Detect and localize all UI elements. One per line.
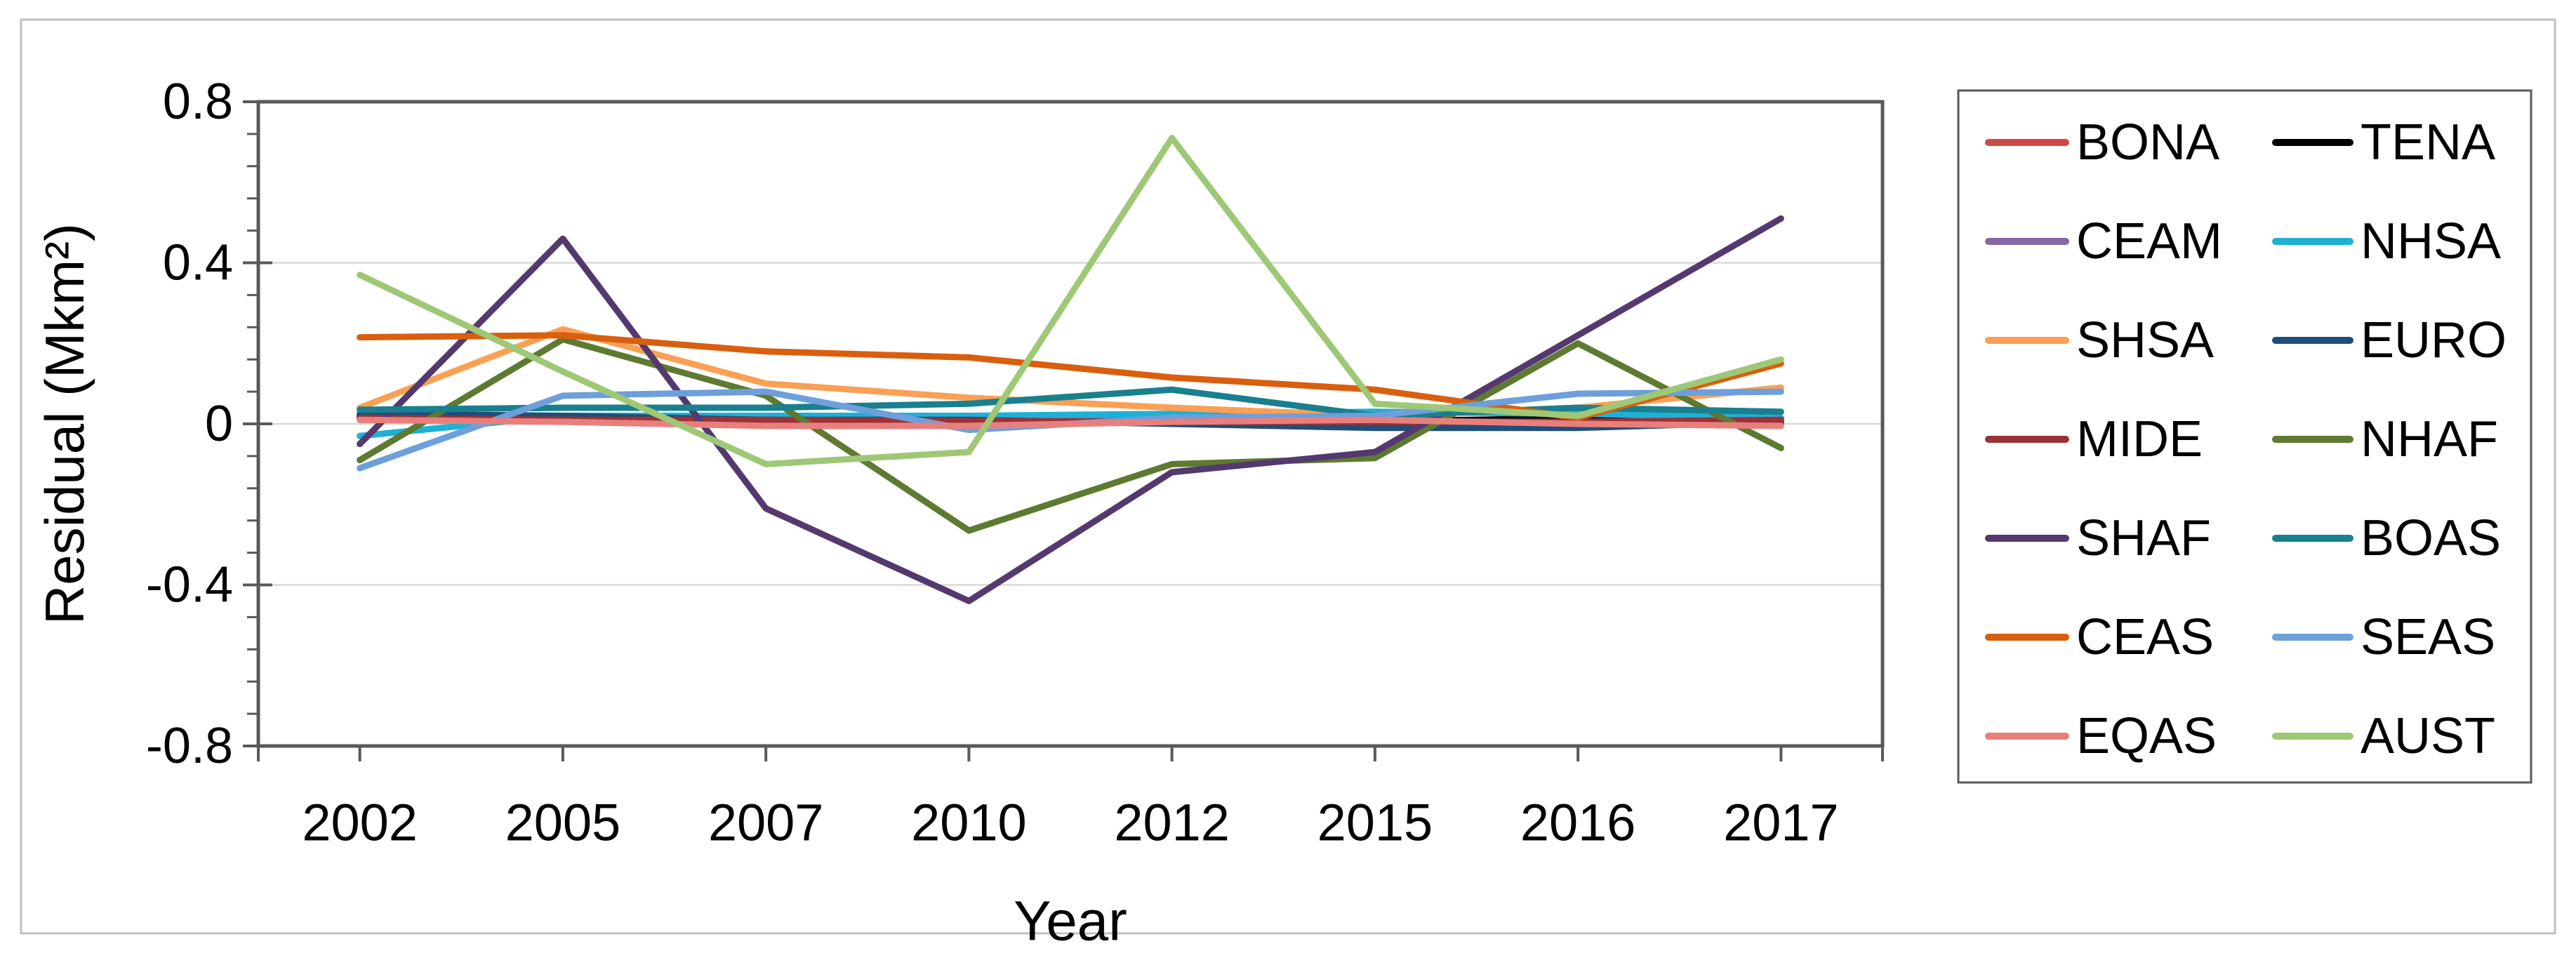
x-tick-label: 2017	[1723, 794, 1839, 852]
legend-label-bona: BONA	[2076, 114, 2219, 171]
legend-label-tena: TENA	[2361, 114, 2495, 171]
x-tick-label: 2002	[302, 794, 418, 852]
legend-label-eqas: EQAS	[2076, 708, 2217, 764]
y-tick-label: -0.4	[146, 557, 233, 613]
legend-label-nhaf: NHAF	[2361, 411, 2498, 467]
y-tick-label: -0.8	[146, 718, 233, 774]
legend-label-boas: BOAS	[2361, 510, 2501, 566]
x-tick-label: 2005	[505, 794, 621, 852]
y-axis-title: Residual (Mkm²)	[34, 223, 95, 625]
legend-label-shsa: SHSA	[2076, 312, 2214, 368]
legend-label-shaf: SHAF	[2076, 510, 2211, 566]
legend-label-mide: MIDE	[2076, 411, 2203, 467]
x-tick-label: 2016	[1520, 794, 1636, 852]
x-axis-title: Year	[1014, 890, 1127, 952]
legend-label-euro: EURO	[2361, 312, 2507, 368]
y-tick-label: 0.4	[163, 235, 233, 291]
y-tick-label: 0.8	[163, 74, 233, 130]
x-tick-label: 2010	[911, 794, 1027, 852]
legend-label-ceam: CEAM	[2076, 213, 2222, 269]
x-tick-label: 2012	[1114, 794, 1230, 852]
legend-label-ceas: CEAS	[2076, 609, 2214, 665]
figure-border	[20, 18, 2556, 935]
series-line-shaf	[357, 215, 1784, 604]
series-line-boas	[357, 386, 1784, 420]
x-tick-label: 2015	[1317, 794, 1433, 852]
series-line-aust	[357, 135, 1784, 467]
series-line-eqas	[357, 416, 1784, 429]
legend-label-seas: SEAS	[2361, 609, 2495, 665]
legend-label-nhsa: NHSA	[2361, 213, 2501, 269]
legend-label-aust: AUST	[2361, 708, 2495, 764]
y-tick-label: 0	[205, 396, 233, 452]
x-tick-label: 2007	[708, 794, 824, 852]
series-line-nhaf	[357, 336, 1784, 534]
